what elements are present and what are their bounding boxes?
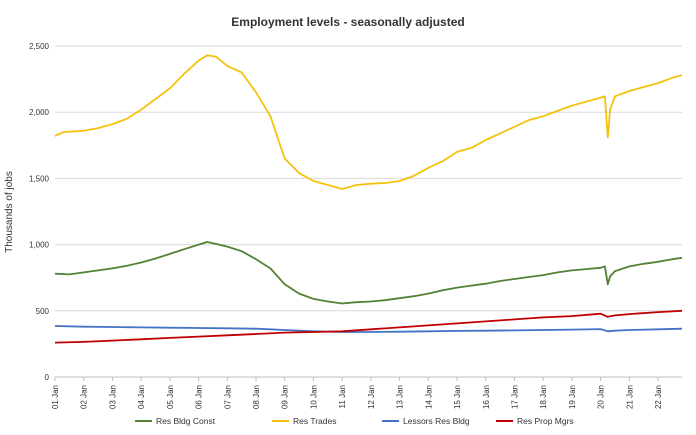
- series-lines: [54, 54, 683, 344]
- x-tick-label: 14 Jan: [424, 385, 433, 409]
- legend: Res Bldg Const Res Trades Lessors Res Bldg…: [135, 416, 574, 426]
- legend-label: Res Prop Mgrs: [517, 416, 574, 426]
- x-tick-label: 20 Jan: [597, 385, 606, 409]
- y-tick-label: 500: [36, 307, 50, 316]
- x-tick-label: 13 Jan: [396, 385, 405, 409]
- x-tick-label: 09 Jan: [281, 385, 290, 409]
- y-tick-label: 1,000: [29, 241, 50, 250]
- x-tick-label: 12 Jan: [367, 385, 376, 409]
- x-tick-label: 16 Jan: [482, 385, 491, 409]
- series-line-res-trades: [54, 54, 683, 190]
- y-tick-label: 2,500: [29, 42, 50, 51]
- y-axis-label: Thousands of jobs: [4, 171, 15, 253]
- x-tick-label: 05 Jan: [166, 385, 175, 409]
- x-tick-label: 01 Jan: [51, 385, 60, 409]
- series-line-lessors-res-bldg: [54, 325, 683, 333]
- x-tick-label: 19 Jan: [568, 385, 577, 409]
- legend-label: Res Trades: [293, 416, 336, 426]
- x-tick-label: 11 Jan: [338, 385, 347, 408]
- legend-label: Res Bldg Const: [156, 416, 216, 426]
- series-line-res-bldg-const: [54, 241, 683, 305]
- chart-title: Employment levels - seasonally adjusted: [231, 15, 464, 29]
- grid-lines: [55, 45, 682, 312]
- y-tick-label: 2,000: [29, 108, 50, 117]
- x-tick-label: 08 Jan: [252, 385, 261, 409]
- x-tick-label: 06 Jan: [195, 385, 204, 409]
- y-tick-label: 0: [45, 373, 50, 382]
- x-tick-label: 22 Jan: [654, 385, 663, 409]
- x-tick-label: 04 Jan: [137, 385, 146, 409]
- x-tick-label: 10 Jan: [309, 385, 318, 409]
- x-tick-label: 07 Jan: [223, 385, 232, 409]
- x-tick-label: 18 Jan: [539, 385, 548, 409]
- x-tick-label: 17 Jan: [510, 385, 519, 409]
- x-tick-label: 02 Jan: [80, 385, 89, 409]
- legend-label: Lessors Res Bldg: [403, 416, 470, 426]
- y-tick-label: 1,500: [29, 174, 50, 183]
- x-tick-label: 21 Jan: [625, 385, 634, 409]
- series-line-res-prop-mgrs: [54, 309, 683, 344]
- x-axis-ticks: 01 Jan 02 Jan 03 Jan 04 Jan 05 Jan 06 Jan 07 J…: [51, 377, 663, 409]
- y-axis-ticks: 0 500 1,000 1,500 2,000 2,500: [29, 42, 50, 382]
- x-tick-label: 15 Jan: [453, 385, 462, 409]
- x-tick-label: 03 Jan: [108, 385, 117, 409]
